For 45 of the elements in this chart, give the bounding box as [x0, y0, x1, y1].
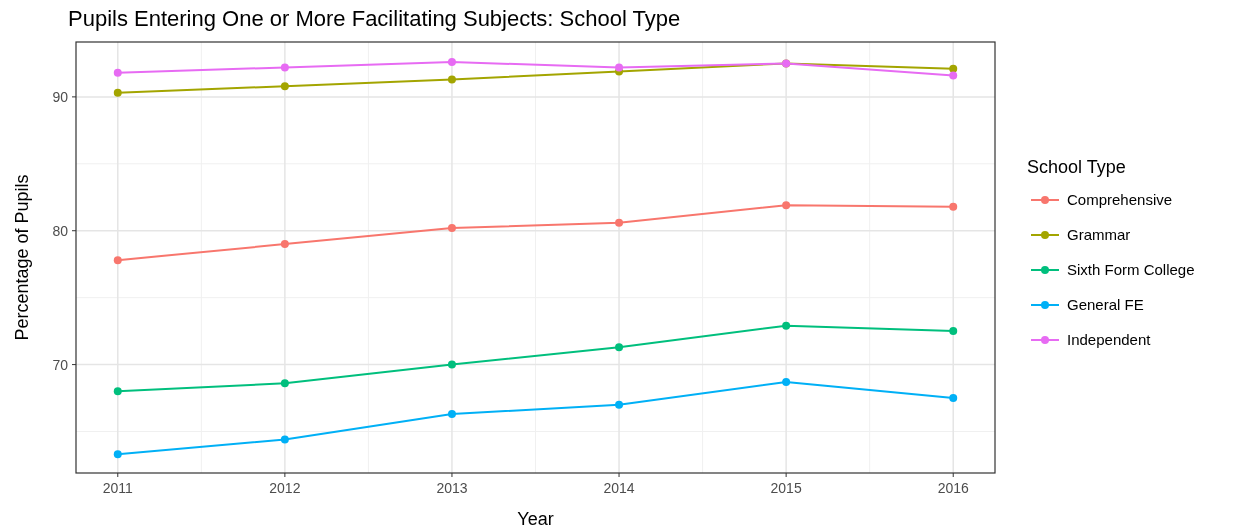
y-tick-label: 70 [52, 356, 69, 373]
point [113, 450, 122, 459]
point [447, 224, 456, 233]
point [949, 202, 958, 211]
point [280, 240, 289, 249]
point [615, 343, 624, 352]
x-axis-title: Year [517, 509, 554, 529]
point [782, 201, 791, 210]
point [949, 71, 958, 80]
y-tick-label: 80 [52, 222, 69, 239]
point [447, 410, 456, 419]
x-tick-label: 2016 [937, 480, 970, 496]
legend-label: Comprehensive [1067, 191, 1173, 208]
point [615, 218, 624, 227]
legend-label: Sixth Form College [1067, 261, 1195, 278]
point [280, 435, 289, 444]
point [280, 82, 289, 91]
point [280, 63, 289, 72]
point [113, 88, 122, 97]
point [949, 394, 958, 403]
point [113, 256, 122, 265]
point [949, 64, 958, 73]
point [615, 400, 624, 409]
y-tick-label: 90 [52, 88, 69, 105]
point [447, 360, 456, 369]
point [615, 63, 624, 72]
legend-label: Independent [1067, 331, 1152, 348]
x-tick-label: 2014 [603, 480, 635, 496]
chart-title: Pupils Entering One or More Facilitating Subjects: School Type [68, 6, 681, 31]
x-tick-label: 2015 [770, 480, 802, 496]
y-axis-title: Percentage of Pupils [12, 174, 32, 341]
legend-title: School Type [1027, 157, 1126, 177]
point [113, 68, 122, 77]
point [280, 379, 289, 388]
point [113, 387, 122, 396]
point [447, 75, 456, 84]
point [949, 327, 958, 336]
legend-label: General FE [1067, 296, 1144, 313]
legend-label: Grammar [1067, 226, 1131, 243]
x-tick-label: 2012 [269, 480, 301, 496]
point [447, 58, 456, 67]
point [782, 321, 791, 330]
point [782, 377, 791, 386]
x-tick-label: 2013 [436, 480, 468, 496]
x-tick-label: 2011 [102, 480, 134, 496]
